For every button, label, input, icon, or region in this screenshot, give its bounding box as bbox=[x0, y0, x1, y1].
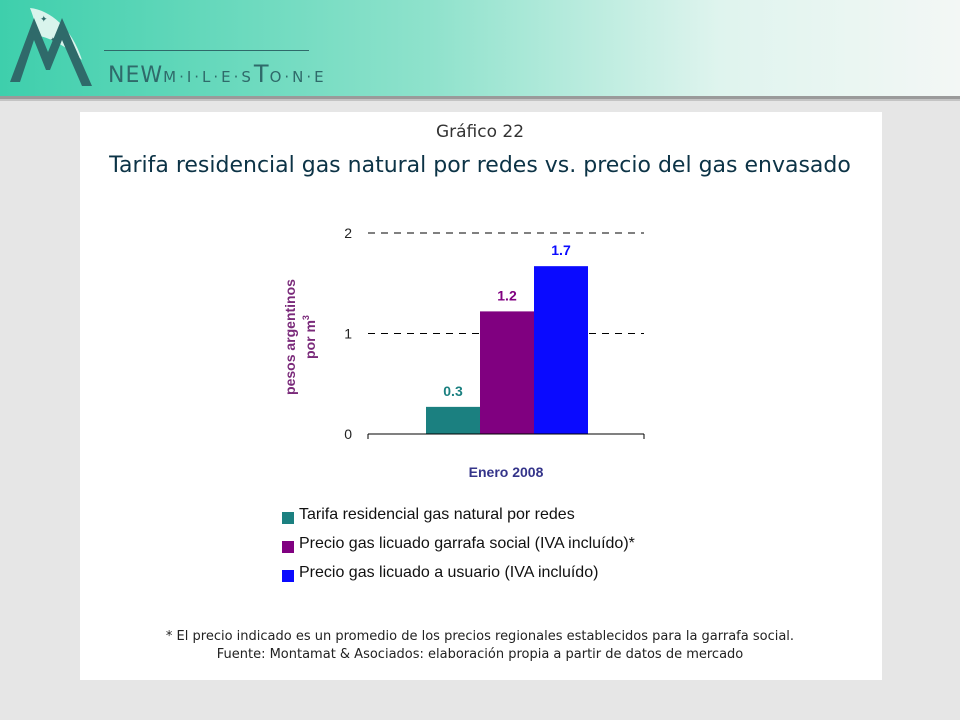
bar bbox=[534, 266, 588, 434]
logo-star: ✦ bbox=[60, 25, 65, 32]
source-text: Fuente: Montamat & Asociados: elaboració… bbox=[216, 647, 744, 662]
logo-star: ✦ bbox=[30, 29, 36, 37]
y-tick-label: 2 bbox=[344, 225, 352, 241]
header-divider-light bbox=[0, 99, 960, 101]
y-axis-label-line2: por m3 bbox=[301, 315, 318, 359]
bars bbox=[426, 266, 588, 434]
brand-part-new: NEW bbox=[108, 63, 164, 88]
footnote-text: * El precio indicado es un promedio de l… bbox=[165, 629, 795, 644]
y-axis-label-line1: pesos argentinos bbox=[282, 279, 298, 395]
legend-swatch bbox=[282, 541, 294, 553]
legend-swatch bbox=[282, 512, 294, 524]
y-tick-label: 0 bbox=[344, 426, 352, 442]
y-axis-label-unit: por m bbox=[302, 320, 318, 359]
bar bbox=[480, 311, 534, 434]
logo-m-letter bbox=[10, 18, 92, 86]
bar bbox=[426, 406, 480, 434]
y-tick-label: 1 bbox=[344, 326, 352, 342]
legend-label: Precio gas licuado garrafa social (IVA i… bbox=[299, 535, 635, 552]
brand-part-t: T bbox=[253, 60, 270, 88]
chart-subtitle: Gráfico 22 bbox=[435, 122, 525, 142]
data-label: 1.2 bbox=[497, 287, 517, 303]
header-divider bbox=[0, 96, 960, 99]
header-band bbox=[0, 0, 960, 96]
brand-part-miles: M·I·L·E·S bbox=[163, 68, 254, 86]
legend-label: Tarifa residencial gas natural por redes bbox=[299, 506, 575, 523]
company-logo: ✦ ✦ ✦ ✦ bbox=[10, 8, 92, 86]
chart-title: Tarifa residencial gas natural por redes… bbox=[109, 153, 851, 178]
footnote-block: * El precio indicado es un promedio de l… bbox=[0, 628, 960, 664]
y-tick-labels: 0 1 2 bbox=[344, 225, 352, 442]
data-labels: 0.3 1.2 1.7 bbox=[443, 242, 571, 399]
logo-star: ✦ bbox=[40, 15, 48, 25]
grid-lines bbox=[368, 232, 644, 334]
brand-part-one: O·N·E bbox=[269, 68, 327, 86]
y-axis-label-superscript: 3 bbox=[301, 315, 311, 320]
legend-label: Precio gas licuado a usuario (IVA incluí… bbox=[299, 564, 599, 581]
x-axis-label: Enero 2008 bbox=[469, 464, 544, 480]
brand-rule-top bbox=[104, 50, 309, 51]
brand-wordmark: NEWM·I·L·E·STO·N·E bbox=[108, 60, 327, 88]
data-label: 0.3 bbox=[443, 383, 463, 399]
data-label: 1.7 bbox=[551, 242, 571, 258]
legend-swatch bbox=[282, 570, 294, 582]
y-axis-label: pesos argentinos por m3 bbox=[282, 279, 318, 395]
logo-star: ✦ bbox=[50, 36, 56, 44]
